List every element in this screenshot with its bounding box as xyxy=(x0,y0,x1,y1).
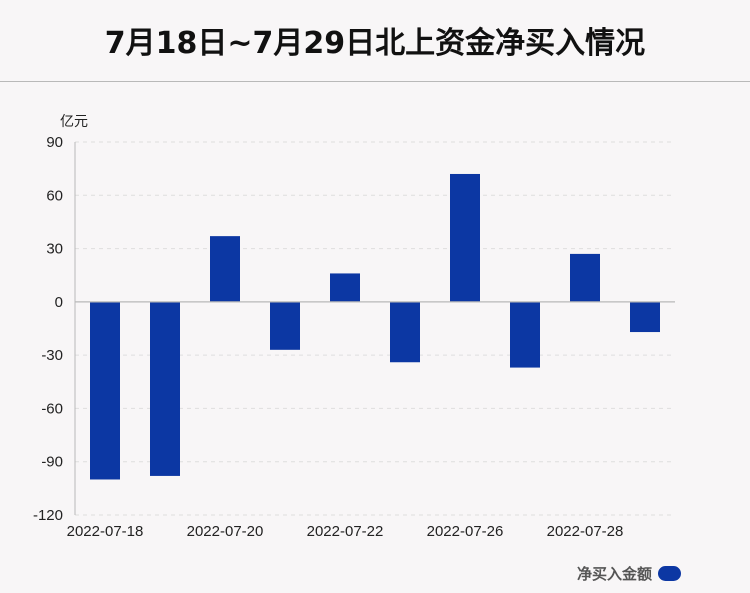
y-tick-label: -60 xyxy=(41,400,63,417)
y-tick-label: 30 xyxy=(46,241,63,258)
bar xyxy=(210,236,240,302)
y-tick-label: 60 xyxy=(46,187,63,204)
y-axis-unit: 亿元 xyxy=(60,114,88,130)
title-divider xyxy=(0,81,750,82)
x-tick-label: 2022-07-22 xyxy=(307,523,384,540)
legend-swatch xyxy=(658,565,682,581)
bar xyxy=(330,273,360,302)
chart-title: 7月18日~7月29日北上资金净买入情况 xyxy=(104,26,646,61)
y-tick-label: 0 xyxy=(55,294,63,311)
bar xyxy=(450,173,480,302)
bar xyxy=(390,301,420,363)
x-tick-label: 2022-07-20 xyxy=(187,523,264,540)
y-tick-label: -120 xyxy=(33,507,63,524)
y-tick-label: -30 xyxy=(41,347,63,364)
bar xyxy=(270,301,300,350)
chart-legend: 净买入金额 xyxy=(577,563,682,583)
x-tick-label: 2022-07-26 xyxy=(427,523,504,540)
x-tick-label: 2022-07-28 xyxy=(547,523,624,540)
bar xyxy=(630,301,660,333)
bar xyxy=(90,301,120,480)
y-tick-label: 90 xyxy=(46,134,63,151)
y-tick-label: -90 xyxy=(41,454,63,471)
x-tick-label: 2022-07-18 xyxy=(67,523,144,540)
legend-label: 净买入金额 xyxy=(577,564,653,583)
bar xyxy=(570,253,600,302)
bar xyxy=(510,301,540,368)
bar xyxy=(150,301,180,476)
